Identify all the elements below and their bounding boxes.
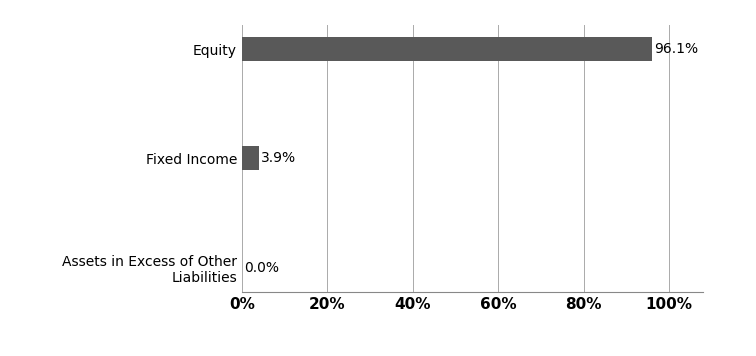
Text: 0.0%: 0.0% [244,261,279,275]
Text: 3.9%: 3.9% [261,151,296,166]
Text: 96.1%: 96.1% [655,42,699,56]
Bar [242,37,652,61]
Bar [242,146,259,171]
